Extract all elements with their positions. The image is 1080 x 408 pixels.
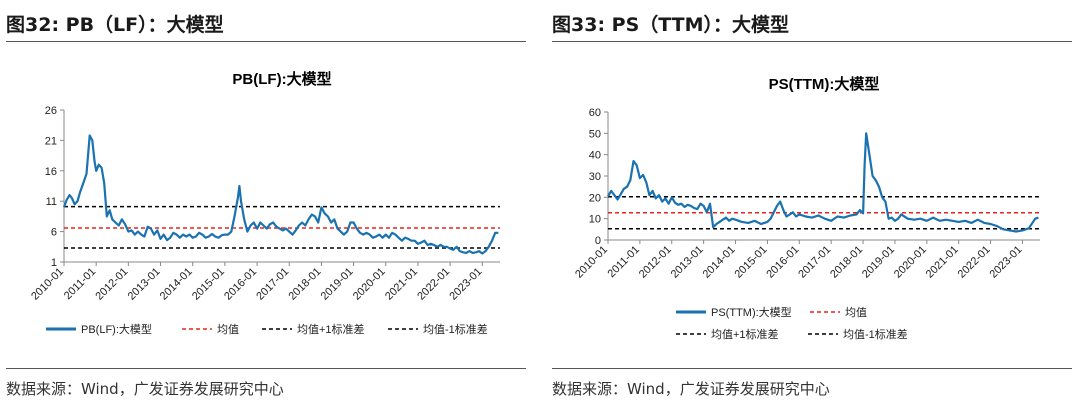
x-tick-label: 2012-01 <box>637 244 674 281</box>
x-tick-label: 2019-01 <box>860 244 897 281</box>
y-tick-label: 10 <box>589 214 601 226</box>
legend-label-lower: 均值-1标准差 <box>423 322 488 336</box>
chart-title: PS(TTM):大模型 <box>769 75 880 93</box>
legend-label-mean: 均值 <box>217 323 239 336</box>
title-divider <box>6 41 526 42</box>
x-tick-label: 2014-01 <box>701 244 738 281</box>
x-tick-label: 2023-01 <box>447 266 484 303</box>
series-line <box>62 134 499 255</box>
x-tick-label: 2015-01 <box>732 244 769 281</box>
series-line <box>607 132 1039 233</box>
source-divider <box>6 368 526 369</box>
legend-label-series: PB(LF):大模型 <box>81 322 152 336</box>
x-tick-label: 2013-01 <box>669 244 706 281</box>
x-tick-label: 2017-01 <box>796 244 833 281</box>
legend-label-upper: 均值+1标准差 <box>711 327 779 341</box>
x-tick-label: 2022-01 <box>956 244 993 281</box>
legend-label-series: PS(TTM):大模型 <box>711 305 792 319</box>
x-tick-label: 2011-01 <box>606 244 642 280</box>
x-tick-label: 2013-01 <box>126 266 163 303</box>
source-note: 数据来源：Wind，广发证券发展研究中心 <box>552 380 830 398</box>
x-tick-label: 2020-01 <box>892 244 929 281</box>
y-tick-label: 1 <box>51 257 57 269</box>
legend-label-mean: 均值 <box>845 306 867 319</box>
source-note: 数据来源：Wind，广发证券发展研究中心 <box>6 380 284 398</box>
y-tick-label: 16 <box>45 166 57 178</box>
y-tick-label: 21 <box>45 135 57 147</box>
x-tick-label: 2014-01 <box>158 266 195 303</box>
x-tick-label: 2012-01 <box>93 266 130 303</box>
figure-ps-panel: 图33: PS（TTM）：大模型 PS(TTM):大模型 0 10 20 30 40 50 6… <box>552 0 1078 408</box>
legend-label-lower: 均值-1标准差 <box>843 327 908 341</box>
x-tick-label: 2019-01 <box>319 266 356 303</box>
chart-title: PB(LF):大模型 <box>232 70 331 88</box>
figure-title: 图33: PS（TTM）：大模型 <box>552 14 790 36</box>
x-tick-label: 2010-01 <box>29 266 66 303</box>
figure-title: 图32: PB（LF）：大模型 <box>6 14 224 36</box>
y-tick-label: 50 <box>589 128 601 140</box>
y-tick-label: 11 <box>46 196 57 208</box>
x-tick-label: 2016-01 <box>764 244 801 281</box>
legend-label-upper: 均值+1标准差 <box>297 322 365 336</box>
y-tick-label: 60 <box>589 107 601 119</box>
x-tick-label: 2020-01 <box>351 266 388 303</box>
y-tick-label: 40 <box>589 150 601 162</box>
x-tick-label: 2021-01 <box>924 244 961 281</box>
x-tick-label: 2022-01 <box>415 266 452 303</box>
y-tick-label: 0 <box>595 235 601 247</box>
source-divider <box>552 368 1072 369</box>
title-divider <box>552 41 1072 42</box>
ps-chart: PS(TTM):大模型01020304050602010-012011-0120… <box>573 75 1040 341</box>
y-tick-label: 26 <box>45 105 57 117</box>
x-tick-label: 2021-01 <box>383 266 420 303</box>
x-tick-label: 2018-01 <box>828 244 865 281</box>
x-tick-label: 2010-01 <box>573 244 610 281</box>
y-tick-label: 6 <box>51 227 57 239</box>
x-tick-label: 2011-01 <box>62 266 98 302</box>
figure-pb-panel: 图32: PB（LF）：大模型 PB(LF):大模型 1 6 11 16 21 26 2010… <box>6 0 532 408</box>
x-tick-label: 2017-01 <box>254 266 291 303</box>
x-tick-label: 2018-01 <box>287 266 324 303</box>
x-tick-label: 2023-01 <box>988 244 1025 281</box>
x-tick-label: 2015-01 <box>190 266 227 303</box>
y-tick-label: 20 <box>589 192 601 204</box>
pb-chart: PB(LF):大模型16111621262010-012011-012012-0… <box>29 70 500 336</box>
x-tick-label: 2016-01 <box>222 266 259 303</box>
y-tick-label: 30 <box>589 171 601 183</box>
